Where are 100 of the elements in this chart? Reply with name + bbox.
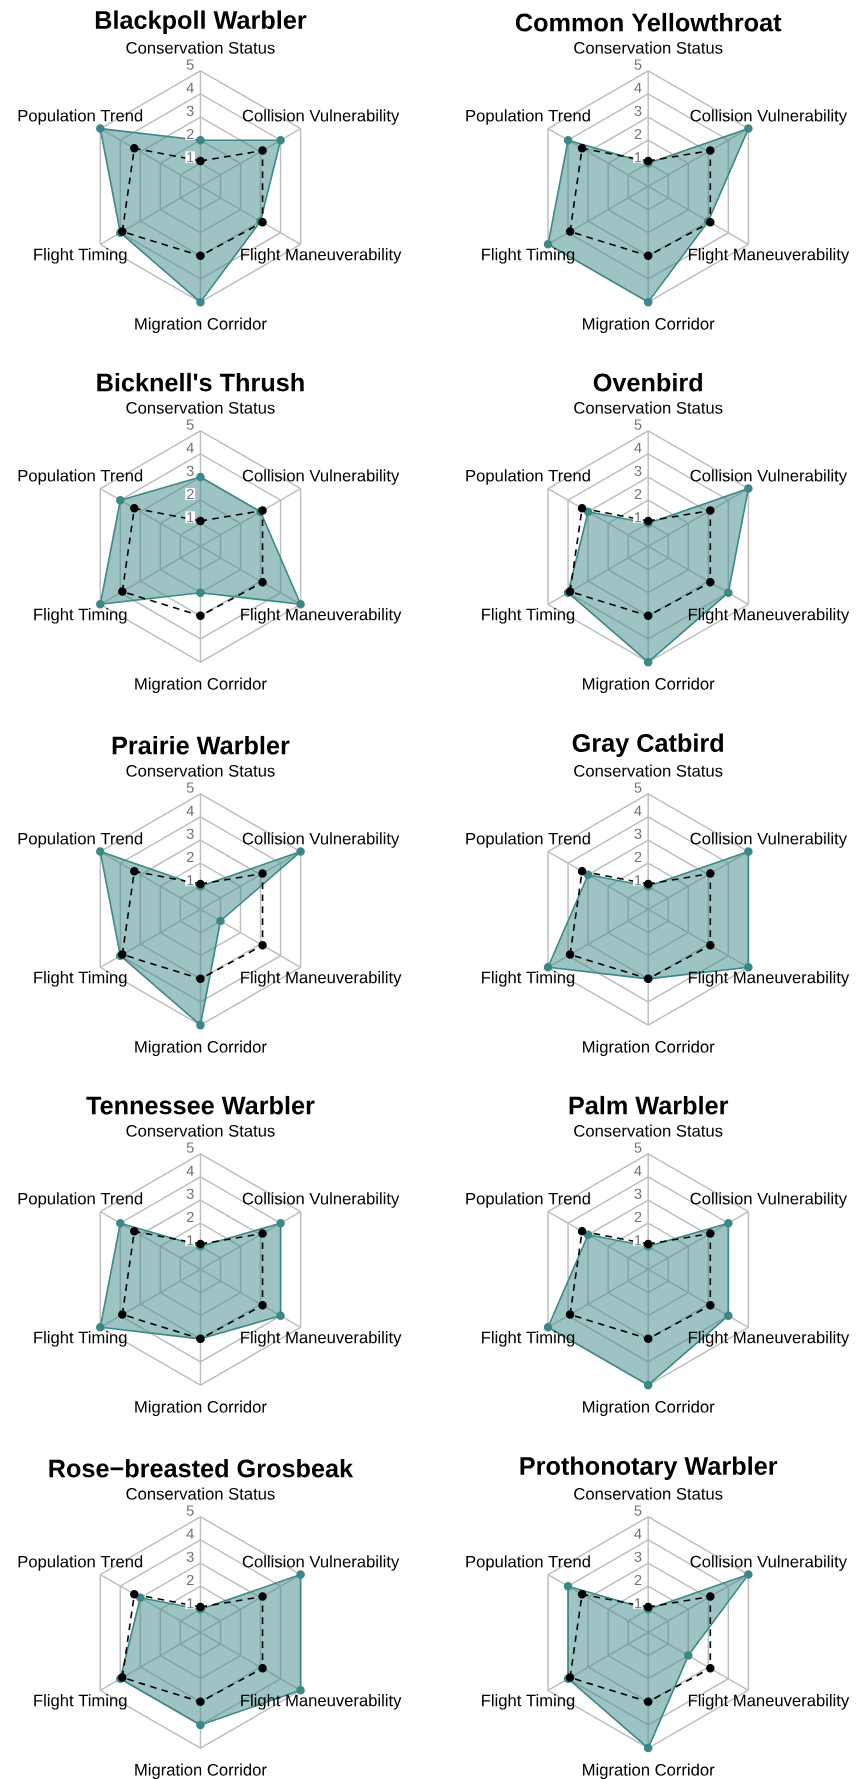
- y-tick-label: 4: [186, 82, 195, 93]
- y-tick-label: 4: [186, 1528, 195, 1539]
- spoke-label: Flight Timing: [34, 248, 127, 264]
- y-tick-label: 5: [634, 1142, 642, 1153]
- spoke-label: Migration Corridor: [583, 677, 715, 693]
- chart-title: Gray Catbird: [572, 733, 724, 757]
- spoke-label: Conservation Status: [574, 1487, 723, 1500]
- y-tick-label: 5: [186, 419, 194, 430]
- spoke-label: Collision Vulnerability: [243, 109, 400, 125]
- y-tick-label: 3: [186, 465, 194, 476]
- y-tick-label: 4: [634, 805, 642, 816]
- y-tick-label: 2: [187, 1574, 194, 1586]
- y-tick-label: 4: [186, 805, 195, 816]
- spoke-label: Flight Maneuverability: [241, 971, 402, 987]
- spoke-label: Collision Vulnerability: [690, 469, 848, 485]
- spoke-label: Flight Maneuverability: [689, 1694, 850, 1710]
- y-tick-label: 2: [187, 1211, 194, 1223]
- spoke-label: Flight Maneuverability: [241, 1331, 402, 1347]
- spoke-label: Conservation Status: [126, 1124, 275, 1137]
- y-tick-label: 5: [186, 59, 194, 70]
- y-tick-label: 1: [635, 1598, 642, 1609]
- y-tick-label: 2: [634, 1211, 642, 1223]
- spoke-label: Flight Timing: [34, 608, 127, 624]
- spoke-label: Flight Maneuverability: [241, 608, 402, 624]
- y-tick-label: 2: [187, 128, 194, 140]
- y-tick-label: 3: [186, 1188, 194, 1199]
- spoke-label: Collision Vulnerability: [690, 109, 848, 125]
- y-tick-label: 3: [634, 465, 642, 476]
- spoke-label: Conservation Status: [126, 41, 275, 54]
- chart-title: Palm Warbler: [569, 1095, 729, 1115]
- y-tick-label: 5: [186, 782, 194, 793]
- y-tick-label: 1: [187, 512, 194, 523]
- spoke-label: Migration Corridor: [583, 1763, 715, 1779]
- y-tick-label: 2: [634, 488, 642, 500]
- spoke-label: Migration Corridor: [583, 1400, 715, 1416]
- y-tick-label: 1: [635, 875, 642, 886]
- y-tick-label: 5: [634, 782, 642, 793]
- y-tick-label: 3: [186, 105, 194, 116]
- y-tick-label: 2: [634, 128, 642, 140]
- y-tick-label: 1: [635, 152, 642, 163]
- chart-title: Ovenbird: [594, 372, 703, 392]
- y-tick-label: 4: [186, 442, 195, 453]
- spoke-label: Migration Corridor: [135, 1040, 267, 1056]
- chart-title: Prairie Warbler: [112, 735, 290, 755]
- spoke-label: Population Trend: [466, 1192, 591, 1208]
- spoke-label: Collision Vulnerability: [690, 832, 848, 848]
- y-tick-label: 2: [187, 851, 194, 863]
- spoke-label: Flight Timing: [482, 1331, 575, 1347]
- spoke-label: Flight Maneuverability: [689, 248, 850, 264]
- y-tick-label: 1: [187, 152, 194, 163]
- spoke-label: Flight Timing: [482, 971, 575, 987]
- y-tick-label: 5: [634, 419, 642, 430]
- spoke-label: Population Trend: [466, 832, 591, 848]
- spoke-label: Flight Maneuverability: [689, 971, 850, 987]
- spoke-label: Population Trend: [18, 469, 143, 485]
- y-tick-label: 3: [634, 105, 642, 116]
- spoke-label: Collision Vulnerability: [243, 1192, 400, 1208]
- y-tick-label: 5: [634, 1505, 642, 1516]
- chart-title: Bicknell's Thrush: [97, 372, 304, 392]
- spoke-label: Conservation Status: [574, 401, 723, 414]
- spoke-label: Conservation Status: [574, 1124, 723, 1137]
- spoke-label: Population Trend: [18, 832, 143, 848]
- y-tick-label: 1: [187, 1598, 194, 1609]
- spoke-label: Collision Vulnerability: [690, 1192, 848, 1208]
- y-tick-label: 2: [634, 1574, 642, 1586]
- spoke-label: Conservation Status: [574, 41, 723, 54]
- spoke-label: Conservation Status: [574, 764, 723, 777]
- y-tick-label: 4: [186, 1165, 195, 1176]
- spoke-label: Flight Timing: [482, 608, 575, 624]
- y-tick-label: 5: [634, 59, 642, 70]
- spoke-label: Flight Maneuverability: [241, 248, 402, 264]
- y-tick-label: 1: [187, 875, 194, 886]
- y-tick-label: 4: [634, 82, 642, 93]
- y-tick-label: 1: [635, 1235, 642, 1246]
- y-tick-label: 3: [634, 828, 642, 839]
- spoke-label: Flight Timing: [34, 1331, 127, 1347]
- y-tick-label: 5: [186, 1142, 194, 1153]
- chart-title: Prothonotary Warbler: [520, 1456, 778, 1480]
- spoke-label: Flight Maneuverability: [241, 1694, 402, 1710]
- y-tick-label: 4: [634, 442, 642, 453]
- spoke-label: Population Trend: [466, 1555, 591, 1571]
- y-tick-label: 2: [634, 851, 642, 863]
- y-tick-label: 3: [634, 1188, 642, 1199]
- y-tick-label: 1: [187, 1235, 194, 1246]
- spoke-label: Migration Corridor: [583, 1040, 715, 1056]
- y-tick-label: 4: [634, 1528, 642, 1539]
- chart-title: Tennessee Warbler: [86, 1095, 315, 1115]
- spoke-label: Collision Vulnerability: [690, 1555, 848, 1571]
- spoke-label: Migration Corridor: [135, 1763, 267, 1779]
- spoke-label: Flight Timing: [34, 1694, 127, 1710]
- spoke-label: Conservation Status: [126, 1487, 275, 1500]
- y-tick-label: 4: [634, 1165, 642, 1176]
- y-tick-label: 3: [186, 828, 194, 839]
- y-tick-label: 2: [187, 488, 194, 500]
- spoke-label: Collision Vulnerability: [243, 1555, 400, 1571]
- y-tick-label: 3: [186, 1551, 194, 1562]
- y-tick-label: 1: [635, 512, 642, 523]
- spoke-label: Flight Timing: [482, 248, 575, 264]
- chart-title: Common Yellowthroat: [516, 12, 782, 32]
- spoke-label: Migration Corridor: [135, 1400, 267, 1416]
